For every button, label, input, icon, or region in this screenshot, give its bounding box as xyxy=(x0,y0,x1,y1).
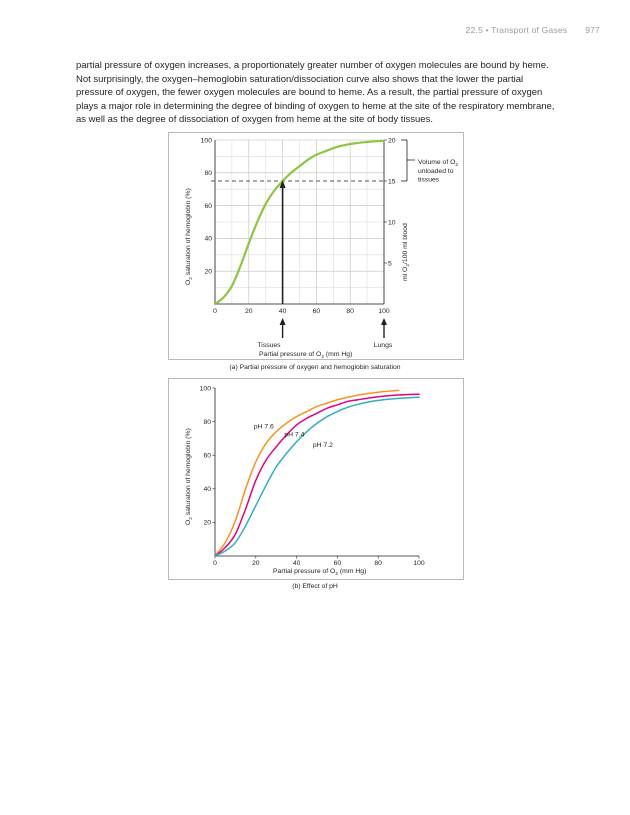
x-tick-label: 20 xyxy=(245,308,253,315)
lungs-arrowhead xyxy=(381,318,387,325)
x-tick-label: 0 xyxy=(213,308,217,315)
y2-tick-label: 5 xyxy=(388,260,392,267)
tissue-line-arrowhead xyxy=(279,180,286,188)
series-label: pH 7.2 xyxy=(313,442,333,449)
page-number: 977 xyxy=(585,25,600,35)
y2-tick-label: 10 xyxy=(388,219,396,226)
y-tick-label: 100 xyxy=(201,137,213,144)
y-tick-label: 80 xyxy=(204,170,212,177)
y-tick-label: 100 xyxy=(200,385,212,392)
lungs-marker-label: Lungs xyxy=(374,342,393,349)
x-tick-label: 80 xyxy=(346,308,354,315)
figure-a-caption: (a) Partial pressure of oxygen and hemog… xyxy=(229,364,401,371)
figure-a-y2-tick-labels: 5 10 15 20 xyxy=(384,137,396,267)
y-tick-label: 60 xyxy=(204,203,212,210)
running-header: 22.5 • Transport of Gases 977 xyxy=(466,25,600,35)
y-tick-label: 40 xyxy=(203,486,211,493)
figure-a-y-axis-label: O2 saturation of hemoglobin (%) xyxy=(185,188,194,285)
y-tick-label: 80 xyxy=(203,419,211,426)
y-tick-label: 20 xyxy=(204,269,212,276)
y-tick-label: 40 xyxy=(204,236,212,243)
y2-tick-label: 20 xyxy=(388,137,396,144)
figure-a-grid xyxy=(214,139,385,305)
figure-b-axes xyxy=(214,388,419,557)
figure-b-y-tick-labels: 20 40 60 80 100 xyxy=(200,385,215,527)
series-label: pH 7.4 xyxy=(284,432,304,439)
section-title: 22.5 • Transport of Gases xyxy=(465,25,568,35)
figure-b-caption: (b) Effect of pH xyxy=(292,583,338,590)
tissues-marker-label: Tissues xyxy=(257,342,281,349)
volume-unloaded-label: Volume of O2 unloaded to tissues xyxy=(418,159,460,184)
figure-b-x-tick-labels: 0 20 40 60 80 100 xyxy=(213,556,425,567)
x-tick-label: 40 xyxy=(279,308,287,315)
figure-b-series-labels: pH 7.6 pH 7.4 pH 7.2 xyxy=(254,423,333,448)
figure-b-y-axis-label: O2 saturation of hemoglobin (%) xyxy=(185,428,194,525)
x-tick-label: 20 xyxy=(252,560,260,567)
curve-ph-7-2 xyxy=(214,396,420,557)
figure-b-x-axis-label: Partial pressure of O2 (mm Hg) xyxy=(273,568,366,577)
x-tick-label: 100 xyxy=(413,560,425,567)
series-label: pH 7.6 xyxy=(254,423,274,430)
saturation-curve xyxy=(213,139,386,306)
body-paragraph: partial pressure of oxygen increases, a … xyxy=(76,60,555,125)
tissues-arrowhead xyxy=(279,318,286,325)
figure-b-curves xyxy=(214,389,420,557)
figure-a-chart: 0 20 40 60 80 100 20 40 60 80 100 5 10 15 20 O2 satu… xyxy=(185,137,460,359)
volume-unloaded-bracket xyxy=(401,139,415,182)
x-tick-label: 80 xyxy=(374,560,382,567)
curve-ph-7-4 xyxy=(214,393,420,557)
x-tick-label: 60 xyxy=(313,308,321,315)
figure-a-arrows xyxy=(279,180,387,338)
figure-a-curve-group xyxy=(213,139,386,306)
x-tick-label: 100 xyxy=(378,308,390,315)
y-tick-label: 60 xyxy=(203,453,211,460)
x-tick-label: 0 xyxy=(213,560,217,567)
x-tick-label: 60 xyxy=(334,560,342,567)
figure-b-panel: 0 20 40 60 80 100 20 40 60 80 100 pH 7.6 pH 7.4 pH … xyxy=(168,378,464,580)
figure-a-panel: 0 20 40 60 80 100 20 40 60 80 100 5 10 15 20 O2 satu… xyxy=(168,132,464,360)
figure-a-y-tick-labels: 20 40 60 80 100 xyxy=(201,137,213,275)
x-tick-label: 40 xyxy=(293,560,301,567)
figure-a-y2-axis-label: ml O2/100 ml blood xyxy=(402,223,411,281)
curve-ph-7-6 xyxy=(214,389,400,557)
y2-tick-label: 15 xyxy=(388,178,396,185)
figure-a-x-axis-label: Partial pressure of O2 (mm Hg) xyxy=(259,351,352,359)
figure-a-x-tick-labels: 0 20 40 60 80 100 xyxy=(213,308,390,315)
y-tick-label: 20 xyxy=(203,520,211,527)
